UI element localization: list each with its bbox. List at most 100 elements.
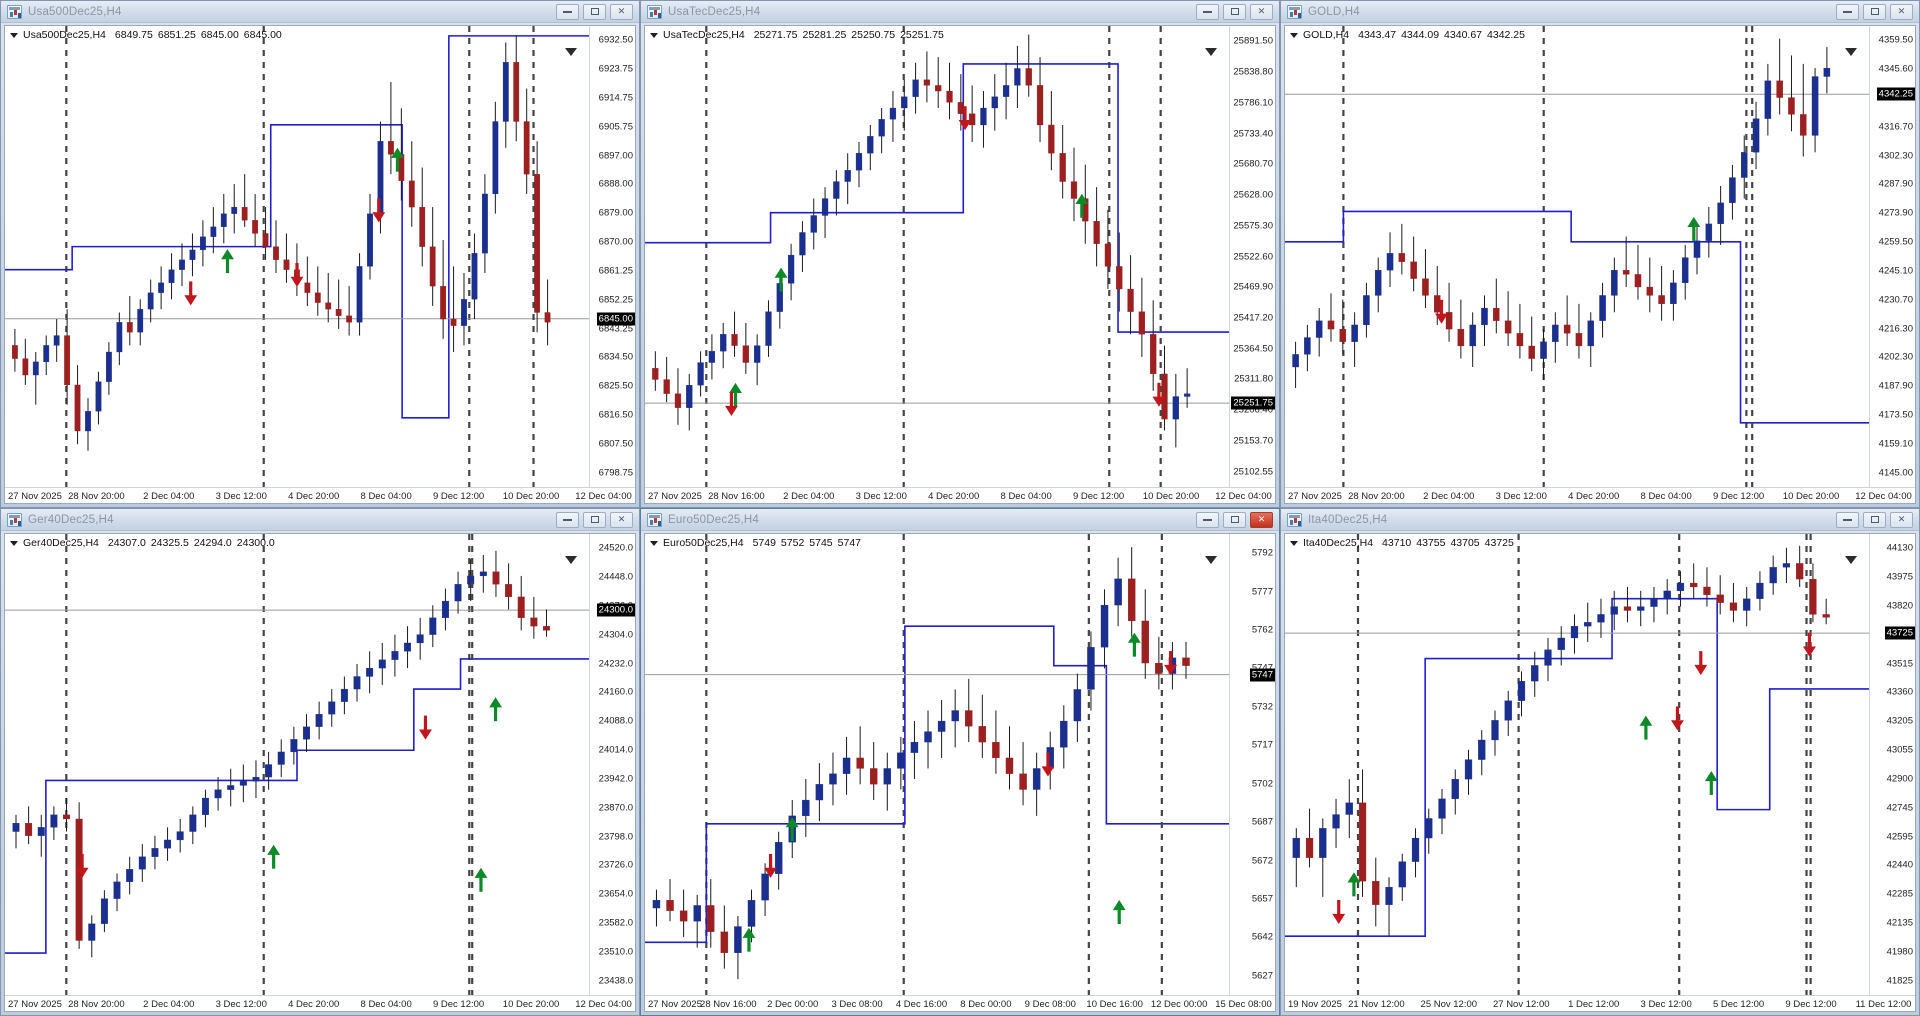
last-price-label: 24300.0 [596, 603, 635, 617]
time-axis-euro50[interactable]: 27 Nov 2025 28 Nov 16:00 2 Dec 00:00 3 Dec … [645, 995, 1275, 1011]
price-axis-euro50[interactable]: 5792 5777 5762 5747 5732 5717 5702 5687 5672 5657… [1229, 534, 1275, 995]
time-tick: 4 Dec 20:00 [1568, 491, 1620, 502]
time-axis-ita40[interactable]: 19 Nov 2025 21 Nov 12:00 25 Nov 12:00 27 No… [1285, 995, 1915, 1011]
title-bar-usa500[interactable]: Usa500Dec25,H4 ✕ [1, 1, 639, 23]
price-tick: 6897.00 [598, 150, 633, 162]
window-title-euro50: Euro50Dec25,H4 [668, 513, 760, 526]
price-tick: 25786.10 [1233, 97, 1273, 109]
price-tick: 4216.30 [1878, 323, 1913, 335]
chart-area-ger40[interactable]: Ger40Dec25,H4 24307.0 24325.5 24294.0 24300.… [4, 533, 636, 1012]
maximize-icon [590, 516, 599, 523]
price-tick: 44130 [1886, 542, 1913, 554]
price-tick: 43515 [1886, 658, 1913, 670]
minimize-icon [1843, 10, 1852, 13]
maximize-button[interactable] [583, 511, 606, 528]
title-bar-usatec[interactable]: UsaTecDec25,H4 ✕ [641, 1, 1279, 23]
minimize-button[interactable] [556, 3, 579, 20]
chart-area-ita40[interactable]: Ita40Dec25,H4 43710 43755 43705 43725 44130 43… [1284, 533, 1916, 1012]
price-tick: 25153.70 [1233, 435, 1273, 447]
maximize-button[interactable] [1223, 511, 1246, 528]
price-axis-usa500[interactable]: 6932.50 6923.75 6914.75 6905.75 6897.00 6888.… [589, 26, 635, 487]
minimize-button[interactable] [1196, 511, 1219, 528]
chart-area-usa500[interactable]: Usa500Dec25,H4 6849.75 6851.25 6845.00 6845.… [4, 25, 636, 504]
price-axis-usatec[interactable]: 25891.50 25838.80 25786.10 25733.40 25680.70… [1229, 26, 1275, 487]
time-tick: 8 Dec 04:00 [360, 999, 412, 1010]
title-bar-ita40[interactable]: Ita40Dec25,H4 ✕ [1281, 509, 1919, 531]
title-bar-ger40[interactable]: Ger40Dec25,H4 ✕ [1, 509, 639, 531]
time-tick: 9 Dec 12:00 [432, 999, 485, 1010]
price-tick: 23438.0 [598, 975, 633, 987]
time-tick: 27 Nov 2025 [1288, 491, 1342, 502]
close-button[interactable]: ✕ [610, 511, 633, 528]
title-bar-gold[interactable]: GOLD,H4 ✕ [1281, 1, 1919, 23]
close-button[interactable]: ✕ [610, 3, 633, 20]
price-tick: 6888.00 [598, 178, 633, 190]
close-icon: ✕ [617, 6, 626, 16]
price-tick: 6905.75 [598, 121, 633, 133]
time-tick: 27 Nov 2025 [8, 999, 62, 1010]
chart-area-euro50[interactable]: Euro50Dec25,H4 5749 5752 5745 5747 5792 5777 57… [644, 533, 1276, 1012]
minimize-button[interactable] [1836, 3, 1859, 20]
time-tick: 9 Dec 12:00 [1712, 491, 1765, 502]
price-tick: 5627 [1251, 970, 1273, 982]
time-tick: 4 Dec 20:00 [288, 491, 340, 502]
price-tick: 6834.50 [598, 351, 633, 363]
close-button[interactable]: ✕ [1250, 511, 1273, 528]
price-tick: 24448.0 [598, 571, 633, 583]
minimize-icon [563, 518, 572, 521]
plot-area-gold [1285, 26, 1869, 487]
chart-area-usatec[interactable]: UsaTecDec25,H4 25271.75 25281.25 25250.75 25… [644, 25, 1276, 504]
time-tick: 8 Dec 04:00 [360, 491, 412, 502]
plot-area-usa500 [5, 26, 589, 487]
price-axis-ita40[interactable]: 4413043975438204366543515433604320543055… [1869, 534, 1915, 995]
time-tick: 21 Nov 12:00 [1348, 999, 1405, 1010]
close-icon: ✕ [1257, 514, 1266, 524]
close-button[interactable]: ✕ [1890, 511, 1913, 528]
price-axis-gold[interactable]: 4359.504345.604331.704316.704302.304287.… [1869, 26, 1915, 487]
maximize-button[interactable] [1863, 3, 1886, 20]
time-axis-usa500[interactable]: 27 Nov 2025 28 Nov 20:00 2 Dec 04:00 3 Dec … [5, 487, 635, 503]
chart-window-icon [7, 4, 22, 19]
maximize-button[interactable] [583, 3, 606, 20]
maximize-button[interactable] [1863, 511, 1886, 528]
price-tick: 5762 [1251, 624, 1273, 636]
minimize-button[interactable] [1196, 3, 1219, 20]
close-button[interactable]: ✕ [1890, 3, 1913, 20]
time-tick: 28 Nov 16:00 [700, 999, 757, 1010]
time-axis-usatec[interactable]: 27 Nov 2025 28 Nov 16:00 2 Dec 04:00 3 Dec … [645, 487, 1275, 503]
time-axis-gold[interactable]: 27 Nov 2025 28 Nov 20:00 2 Dec 04:00 3 Dec … [1285, 487, 1915, 503]
price-tick: 4359.50 [1878, 34, 1913, 46]
minimize-button[interactable] [556, 511, 579, 528]
window-controls-usatec: ✕ [1196, 3, 1273, 20]
time-tick: 9 Dec 08:00 [1024, 999, 1076, 1010]
window-controls-ger40: ✕ [556, 511, 633, 528]
price-tick: 6879.00 [598, 207, 633, 219]
price-tick: 5777 [1251, 586, 1273, 598]
title-bar-euro50[interactable]: Euro50Dec25,H4 ✕ [641, 509, 1279, 531]
price-tick: 6914.75 [598, 92, 633, 104]
maximize-button[interactable] [1223, 3, 1246, 20]
price-axis-ger40[interactable]: 24520.024448.024376.024304.024232.024160… [589, 534, 635, 995]
price-tick: 6807.50 [598, 438, 633, 450]
chart-marker-triangle-icon [1205, 556, 1217, 564]
last-price-label: 25251.75 [1231, 396, 1275, 410]
time-axis-ger40[interactable]: 27 Nov 2025 28 Nov 20:00 2 Dec 04:00 3 Dec … [5, 995, 635, 1011]
time-tick: 3 Dec 12:00 [1640, 999, 1692, 1010]
chart-window-ger40: Ger40Dec25,H4 ✕ Ger40Dec25,H4 24307.0 24325.… [0, 508, 640, 1016]
plot-area-euro50 [645, 534, 1229, 995]
price-tick: 5687 [1251, 816, 1273, 828]
price-tick: 41825 [1886, 975, 1913, 987]
price-tick: 23726.0 [598, 859, 633, 871]
chart-area-gold[interactable]: GOLD,H4 4343.47 4344.09 4340.67 4342.25 4359.… [1284, 25, 1916, 504]
plot-area-ita40 [1285, 534, 1869, 995]
window-controls-euro50: ✕ [1196, 511, 1273, 528]
price-tick: 6798.75 [598, 467, 633, 479]
window-title-gold: GOLD,H4 [1308, 5, 1360, 18]
minimize-button[interactable] [1836, 511, 1859, 528]
chart-window-icon [1287, 4, 1302, 19]
time-tick: 8 Dec 04:00 [1640, 491, 1692, 502]
price-tick: 43205 [1886, 715, 1913, 727]
last-price-label: 4342.25 [1876, 87, 1915, 101]
time-tick: 9 Dec 12:00 [1072, 491, 1125, 502]
close-button[interactable]: ✕ [1250, 3, 1273, 20]
